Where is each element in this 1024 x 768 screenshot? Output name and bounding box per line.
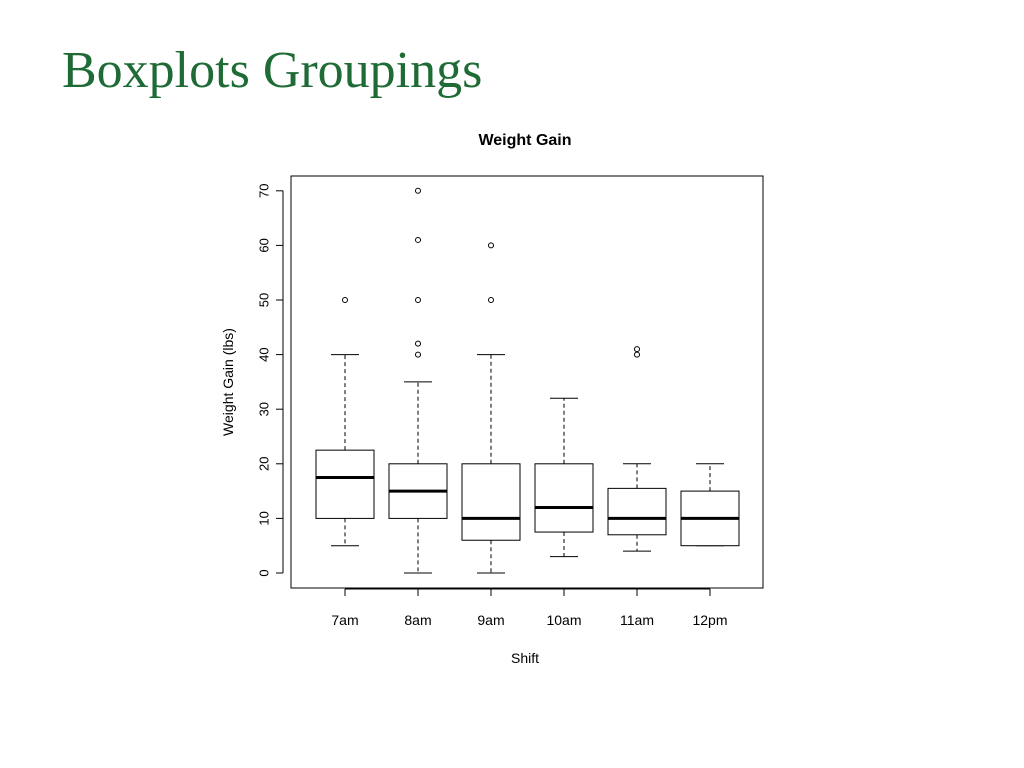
x-axis-label: Shift [511, 650, 539, 666]
x-tick-label: 11am [620, 612, 654, 628]
box-8am [388, 187, 448, 574]
x-tick-label: 8am [404, 612, 431, 628]
iqr-box [461, 463, 521, 541]
outlier-point [634, 351, 640, 358]
outlier-point [415, 351, 421, 358]
outlier-point [342, 297, 348, 303]
y-tick-label: 10 [256, 511, 271, 525]
y-tick-label: 0 [256, 569, 271, 576]
y-tick-label: 40 [256, 347, 271, 361]
outlier-point [634, 346, 640, 353]
x-tick-label: 9am [477, 612, 504, 628]
x-tick-label: 7am [331, 612, 358, 628]
y-tick-label: 20 [256, 457, 271, 471]
slide-title: Boxplots Groupings [62, 42, 483, 99]
outlier-point [488, 242, 494, 249]
outlier-point [415, 340, 421, 347]
chart-title: Weight Gain [478, 132, 571, 149]
outlier-point [415, 236, 421, 243]
x-axis: 7am 8am 9am 10am 11am 12pm [331, 588, 728, 628]
y-axis: 0 10 20 30 40 50 60 70 [256, 184, 284, 577]
y-tick-label: 60 [256, 238, 271, 252]
x-tick-label: 10am [546, 612, 581, 628]
iqr-box [607, 487, 667, 536]
x-tick-label: 12pm [692, 612, 727, 628]
y-tick-label: 50 [256, 293, 271, 307]
box-7am [315, 297, 375, 547]
box-12pm [680, 463, 740, 547]
iqr-box [534, 463, 594, 533]
box-11am [607, 346, 667, 552]
boxes [315, 187, 740, 574]
outlier-point [415, 187, 421, 194]
box-9am [461, 242, 521, 574]
y-axis-label: Weight Gain (lbs) [220, 328, 236, 436]
y-tick-label: 30 [256, 402, 271, 416]
box-10am [534, 397, 594, 558]
iqr-box [315, 449, 375, 519]
plot-frame [290, 175, 764, 589]
outlier-point [415, 297, 421, 303]
y-tick-label: 70 [256, 184, 271, 198]
outlier-point [488, 297, 494, 303]
